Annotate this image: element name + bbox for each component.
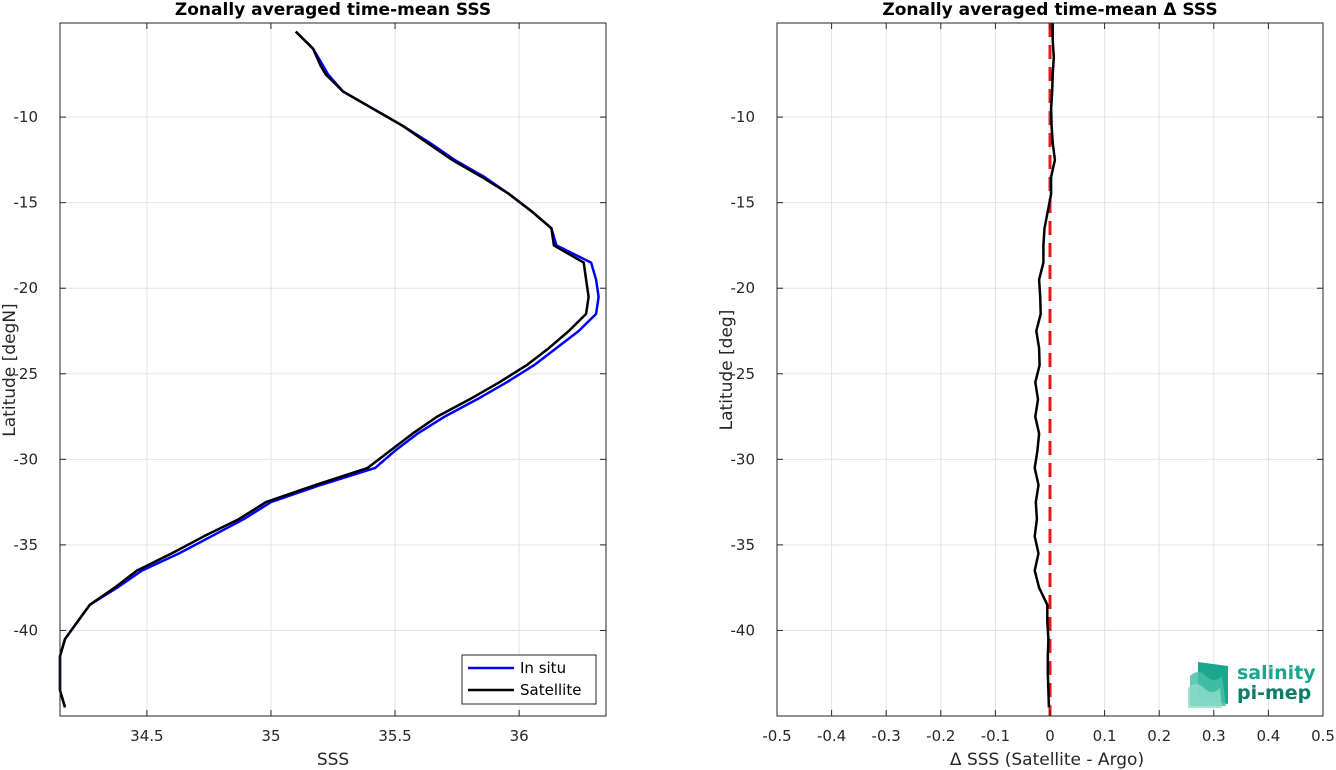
- legend: In situ Satellite: [461, 654, 597, 705]
- title-sss: Zonally averaged time-mean SSS: [175, 0, 491, 20]
- grid-sss: [60, 23, 606, 716]
- ticks-delta: -0.5 -0.4 -0.3 -0.2 -0.1 0 0.1 0.2 0.3 0.4 0.5 -10 -…: [731, 23, 1335, 745]
- y-tick-label-sss: -35: [14, 536, 39, 554]
- series-line-satellite: [58, 30, 590, 708]
- x-tick-label-sss: 35.5: [378, 727, 411, 745]
- x-tick-label-delta: -0.5: [762, 727, 791, 745]
- axes-box-sss: [60, 23, 606, 716]
- logo-text-pi-mep: pi-mep: [1237, 682, 1311, 704]
- legend-label-satellite: Satellite: [520, 681, 581, 699]
- ticks-sss: 34.5 35 35.5 36 -10 -15 -20 -25 -30 -35 -40: [14, 23, 606, 745]
- ylabel-delta: Latitude [deg]: [717, 310, 737, 431]
- title-delta: Zonally averaged time-mean Δ SSS: [882, 0, 1217, 20]
- x-tick-label-delta: 0.3: [1202, 727, 1226, 745]
- xlabel-sss: SSS: [317, 750, 349, 770]
- panel-delta-sss: -0.5 -0.4 -0.3 -0.2 -0.1 0 0.1 0.2 0.3 0.4 0.5 -10 -…: [717, 0, 1335, 770]
- x-tick-label-delta: -0.3: [872, 727, 901, 745]
- y-tick-label-sss: -30: [14, 450, 39, 468]
- x-tick-label-delta: 0: [1045, 727, 1055, 745]
- wave-logo-icon: [1188, 662, 1228, 708]
- y-tick-label-delta: -30: [731, 450, 756, 468]
- y-tick-label-sss: -15: [14, 194, 39, 212]
- y-tick-label-delta: -40: [731, 621, 756, 639]
- xlabel-delta: Δ SSS (Satellite - Argo): [950, 750, 1144, 770]
- panel-sss: 34.5 35 35.5 36 -10 -15 -20 -25 -30 -35 -40 Zonall…: [0, 0, 607, 770]
- logo-text-salinity: salinity: [1237, 662, 1316, 684]
- x-tick-label-delta: 0.1: [1093, 727, 1117, 745]
- legend-box: [461, 654, 597, 705]
- series-line-delta-sss: [1033, 23, 1057, 708]
- y-tick-label-sss: -25: [14, 365, 39, 383]
- y-tick-label-delta: -10: [731, 108, 756, 126]
- y-tick-label-delta: -15: [731, 194, 756, 212]
- x-tick-label-delta: 0.5: [1311, 727, 1335, 745]
- series-lines-delta: [1033, 23, 1057, 716]
- y-tick-label-delta: -20: [731, 279, 756, 297]
- x-tick-label-sss: 35: [261, 727, 280, 745]
- x-tick-label-delta: 0.4: [1256, 727, 1280, 745]
- x-tick-label-delta: 0.2: [1147, 727, 1171, 745]
- x-tick-label-sss: 34.5: [130, 727, 163, 745]
- y-tick-label-delta: -25: [731, 365, 756, 383]
- axes-frame-sss: [59, 22, 607, 717]
- y-tick-label-sss: -10: [14, 108, 39, 126]
- x-tick-label-delta: -0.1: [981, 727, 1010, 745]
- y-tick-label-sss: -20: [14, 279, 39, 297]
- ylabel-sss: Latitude [degN]: [0, 303, 20, 436]
- series-lines-sss: [58, 30, 600, 708]
- x-tick-label-delta: -0.4: [817, 727, 846, 745]
- x-tick-label-delta: -0.2: [926, 727, 955, 745]
- y-tick-label-delta: -35: [731, 536, 756, 554]
- legend-label-in-situ: In situ: [520, 659, 566, 677]
- x-tick-label-sss: 36: [510, 727, 529, 745]
- y-tick-label-sss: -40: [14, 621, 39, 639]
- salinity-pi-mep-logo: salinity pi-mep: [1188, 662, 1316, 708]
